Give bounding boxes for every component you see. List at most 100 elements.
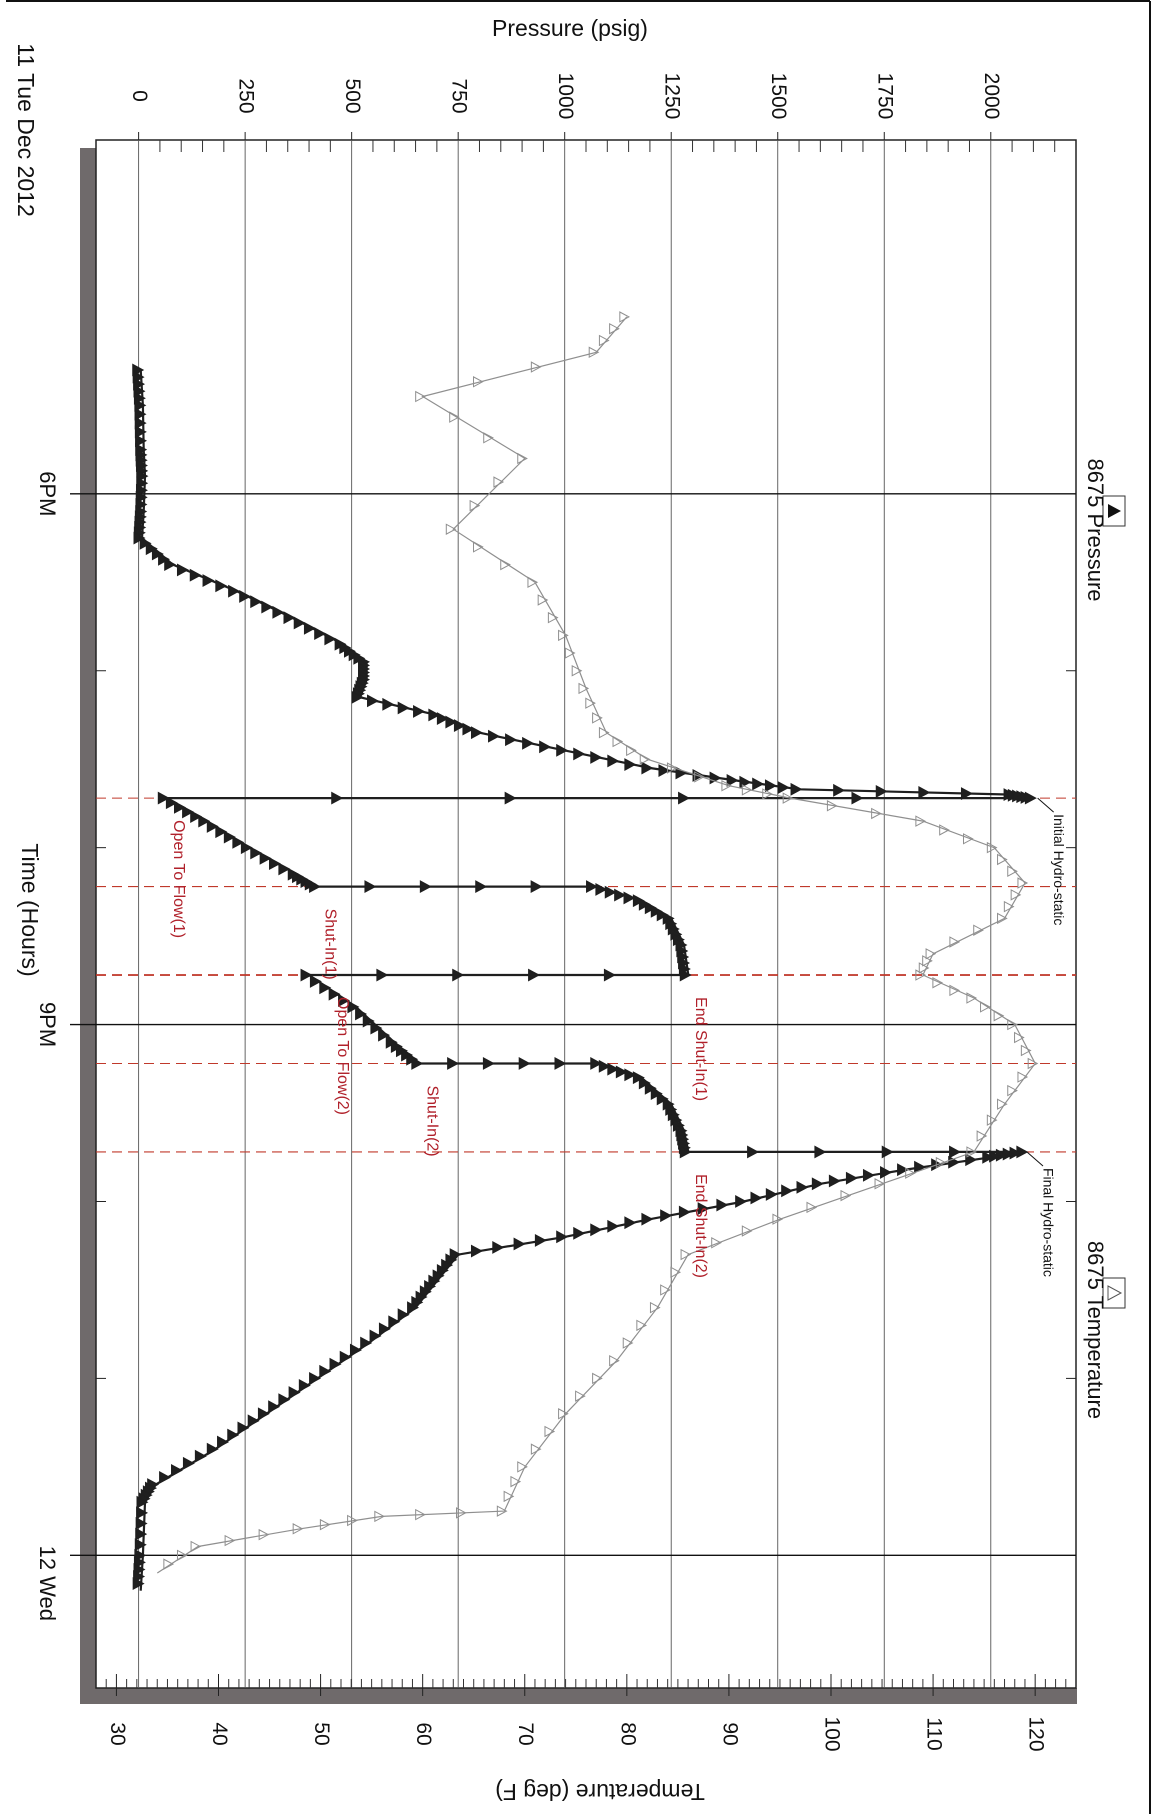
pressure-marker: [407, 1301, 420, 1315]
pressure-marker: [504, 791, 517, 805]
pressure-marker: [624, 1068, 637, 1082]
event-label: Shut-In(2): [424, 1085, 441, 1156]
temperature-marker: [190, 1540, 202, 1553]
pressure-marker: [132, 1577, 145, 1591]
temperature-marker: [1014, 1031, 1025, 1044]
temperature-marker: [639, 753, 651, 765]
temperature-marker: [1003, 900, 1015, 913]
temperature-marker: [1017, 1071, 1029, 1083]
temperature-marker: [935, 1156, 947, 1169]
temperature-marker: [680, 1248, 692, 1261]
pressure-marker: [845, 1171, 858, 1185]
pressure-marker: [215, 825, 228, 839]
pressure-marker: [360, 1336, 373, 1350]
pressure-marker: [638, 897, 651, 911]
temperature-marker: [622, 1337, 634, 1349]
pressure-marker: [590, 750, 603, 764]
pressure-marker: [415, 1290, 428, 1304]
temperature-marker: [997, 912, 1008, 925]
pressure-tick-label: 750: [448, 78, 471, 113]
pressure-marker: [182, 1456, 195, 1470]
pressure-marker: [250, 846, 263, 860]
date-label: 11 Tue Dec 2012: [13, 43, 39, 216]
legend-marker-pressure: [1108, 504, 1121, 518]
pressure-marker: [351, 690, 364, 704]
pressure-marker: [441, 1258, 454, 1272]
pressure-marker: [309, 880, 322, 894]
event-label: End Shut-In(2): [692, 1174, 709, 1278]
pressure-marker: [586, 880, 598, 894]
temperature-marker: [915, 969, 927, 981]
pressure-marker: [679, 1145, 692, 1159]
pressure-marker: [411, 1057, 424, 1070]
temperature-marker: [415, 1508, 426, 1521]
temperature-marker: [592, 712, 603, 724]
pressure-marker: [650, 904, 663, 918]
pressure-marker: [145, 542, 158, 556]
temperature-marker: [585, 697, 596, 709]
pressure-marker: [445, 1253, 458, 1267]
temperature-marker: [711, 1237, 722, 1249]
pressure-marker: [259, 851, 272, 865]
pressure-marker: [378, 1028, 391, 1042]
pressure-marker: [660, 1209, 673, 1223]
temperature-marker: [612, 735, 624, 748]
pressure-marker: [603, 968, 616, 982]
temperature-marker: [1007, 865, 1018, 877]
pressure-marker: [615, 1065, 628, 1079]
temperature-marker: [918, 962, 930, 974]
temperature-marker: [782, 792, 794, 804]
pressure-marker: [324, 632, 337, 646]
pressure-marker: [165, 796, 178, 810]
pressure-marker: [364, 880, 377, 894]
temperature-marker: [925, 948, 937, 960]
pressure-marker: [206, 819, 219, 833]
temperature-marker: [980, 1001, 991, 1013]
pressure-marker: [319, 1364, 332, 1378]
temperature-marker: [1027, 1057, 1039, 1070]
time-tick-label: 6PM: [35, 471, 60, 516]
temperature-marker: [598, 334, 610, 347]
pressure-marker: [228, 584, 241, 598]
pressure-marker: [247, 1414, 260, 1428]
temperature-marker: [997, 853, 1008, 866]
pressure-marker: [261, 600, 274, 614]
pressure-marker: [656, 1092, 669, 1106]
pressure-marker: [189, 568, 202, 582]
temperature-tick-label: 120: [1025, 1716, 1048, 1751]
pressure-marker: [590, 1057, 603, 1070]
pressure-marker: [949, 1145, 962, 1159]
pressure-marker: [1024, 791, 1037, 805]
pressure-marker: [206, 1442, 219, 1456]
temperature-marker: [619, 311, 630, 323]
pressure-marker: [217, 1435, 229, 1449]
pressure-marker: [522, 736, 535, 750]
pressure-marker: [328, 987, 341, 1001]
pressure-marker: [419, 880, 432, 894]
pressure-marker: [298, 1379, 311, 1392]
pressure-marker: [590, 1223, 603, 1237]
pressure-marker: [650, 1087, 663, 1101]
temperature-axis-title: Temperature (deg F): [495, 1779, 705, 1805]
temperature-marker: [163, 1558, 175, 1570]
pressure-marker: [171, 1463, 183, 1477]
legend-label-pressure: 8675 Pressure: [1083, 458, 1108, 601]
pressure-tick-label: 0: [128, 90, 151, 102]
pressure-marker: [982, 1150, 995, 1164]
axis-ticks: [96, 132, 1076, 1696]
pressure-tick-label: 500: [341, 78, 364, 113]
legend-box-temperature: [1102, 1277, 1126, 1309]
pressure-marker: [278, 862, 291, 876]
time-tick-label: 12 Wed: [35, 1546, 60, 1621]
temperature-marker: [922, 955, 933, 967]
pressure-marker: [278, 1393, 291, 1407]
event-label: Open To Flow(2): [334, 997, 351, 1115]
pressure-marker: [432, 1269, 445, 1283]
chart-text: 0 250 500 750 1000 1250 1500 1750 2000 30 40 50 60 70…: [13, 15, 1126, 1805]
pressure-tick-label: 1000: [554, 73, 577, 120]
event-label: Open To Flow(1): [170, 820, 187, 938]
temperature-marker: [1020, 1044, 1032, 1057]
pressure-marker: [240, 841, 253, 855]
pressure-marker: [428, 708, 441, 722]
